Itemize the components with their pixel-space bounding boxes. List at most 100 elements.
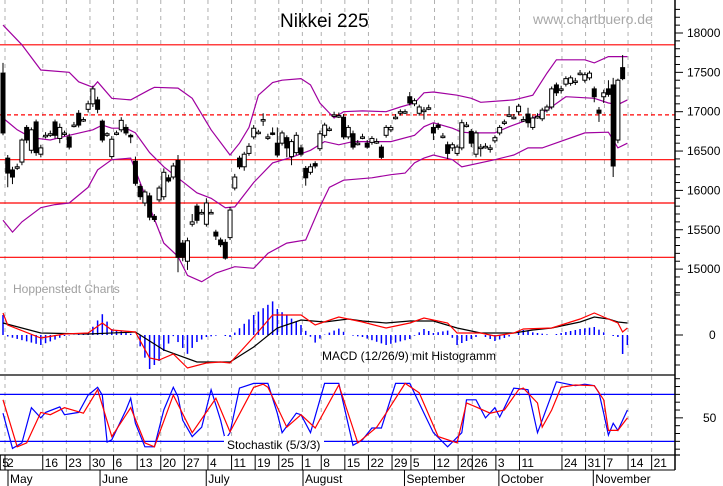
month-label: August [305, 472, 343, 486]
candle-body [620, 67, 626, 80]
bollinger-bands [2, 24, 628, 283]
candle-body [222, 241, 228, 259]
candle-body [497, 126, 503, 134]
candle-body [577, 72, 583, 76]
day-label: 29 [394, 456, 408, 470]
candle-body [516, 105, 522, 113]
candle-body [293, 134, 299, 154]
candle-body [473, 132, 479, 155]
candle-body [0, 72, 6, 134]
candle-body [364, 142, 370, 148]
candle-body [166, 177, 172, 182]
candle-body [241, 153, 247, 168]
candle-body [142, 191, 148, 204]
candle-body [90, 88, 96, 105]
day-label: 2 [7, 456, 14, 470]
month-label: September [406, 472, 465, 486]
candle-body [492, 137, 498, 142]
candle-body [284, 137, 290, 149]
candle-body [66, 136, 72, 148]
day-label: 20 [460, 456, 474, 470]
candle-body [246, 145, 252, 154]
candle-body [374, 141, 380, 144]
macd-signal-line [2, 316, 628, 363]
watermark: www.chartbuero.de [532, 11, 653, 27]
candle-body [85, 103, 91, 110]
candle-body [151, 215, 157, 221]
candle-body [525, 113, 531, 124]
day-label: 21 [654, 456, 668, 470]
candle-body [303, 167, 309, 179]
candle-body [326, 128, 332, 132]
candle-body [289, 141, 295, 158]
day-label: 30 [92, 456, 106, 470]
y-tick-label: 15000 [687, 262, 721, 276]
candle-body [260, 119, 266, 122]
day-label: 11 [521, 456, 534, 470]
candle-body [237, 157, 242, 168]
candle-body [601, 92, 607, 98]
candle-body [568, 77, 574, 84]
candle-body [71, 124, 77, 128]
day-label: 31 [588, 456, 602, 470]
y-tick-label: 16500 [687, 144, 721, 158]
candle-body [265, 136, 271, 139]
month-label: June [102, 472, 128, 486]
candle-body [378, 146, 384, 158]
y-tick-label: 15500 [687, 223, 721, 237]
stochastic-d-line [2, 382, 628, 448]
support-resistance-lines [0, 44, 675, 258]
candle-body [57, 126, 63, 139]
day-label: 27 [186, 456, 200, 470]
candle-body [383, 126, 389, 136]
bollinger-middle-line [2, 96, 628, 209]
candle-body [336, 115, 342, 118]
candle-body [544, 106, 550, 111]
y-tick-label: 17000 [687, 105, 721, 119]
day-label: 16 [45, 456, 59, 470]
day-label: 7 [606, 456, 613, 470]
month-label: November [595, 472, 650, 486]
candle-body [317, 133, 323, 150]
day-label: 4 [210, 456, 217, 470]
candle-body [24, 126, 30, 141]
source-label: Hoppenstedt Charts [13, 282, 120, 296]
candle-body [605, 88, 611, 95]
candle-body [28, 129, 34, 151]
candle-body [14, 166, 20, 169]
candle-body [610, 84, 616, 167]
candle-body [255, 131, 261, 135]
candle-body [194, 205, 200, 221]
candle-body [156, 187, 162, 201]
candle-body [412, 100, 418, 105]
candle-body [369, 137, 375, 143]
candle-body [9, 169, 15, 178]
day-label: 26 [474, 456, 488, 470]
day-label: 20 [163, 456, 177, 470]
candle-body [232, 176, 238, 189]
stochastic-k-line [2, 381, 628, 450]
candle-body [99, 120, 105, 141]
candle-body [322, 124, 328, 136]
month-label: July [208, 472, 229, 486]
day-label: 25 [281, 456, 295, 470]
candle-body [459, 122, 465, 149]
candle-body [184, 240, 190, 262]
day-label: 14 [630, 456, 644, 470]
candle-body [464, 124, 470, 128]
stochastic-label-bg [224, 436, 324, 452]
day-label: 15 [347, 456, 361, 470]
candle-body [445, 144, 451, 154]
candle-body [170, 165, 176, 178]
candle-body [402, 111, 408, 114]
candle-body [355, 142, 361, 146]
candle-body [487, 147, 493, 150]
candle-body [118, 119, 124, 131]
day-label: 24 [564, 456, 578, 470]
candle-body [449, 144, 455, 149]
day-label: 11 [234, 456, 247, 470]
candle-body [128, 134, 134, 138]
candle-body [203, 202, 209, 225]
